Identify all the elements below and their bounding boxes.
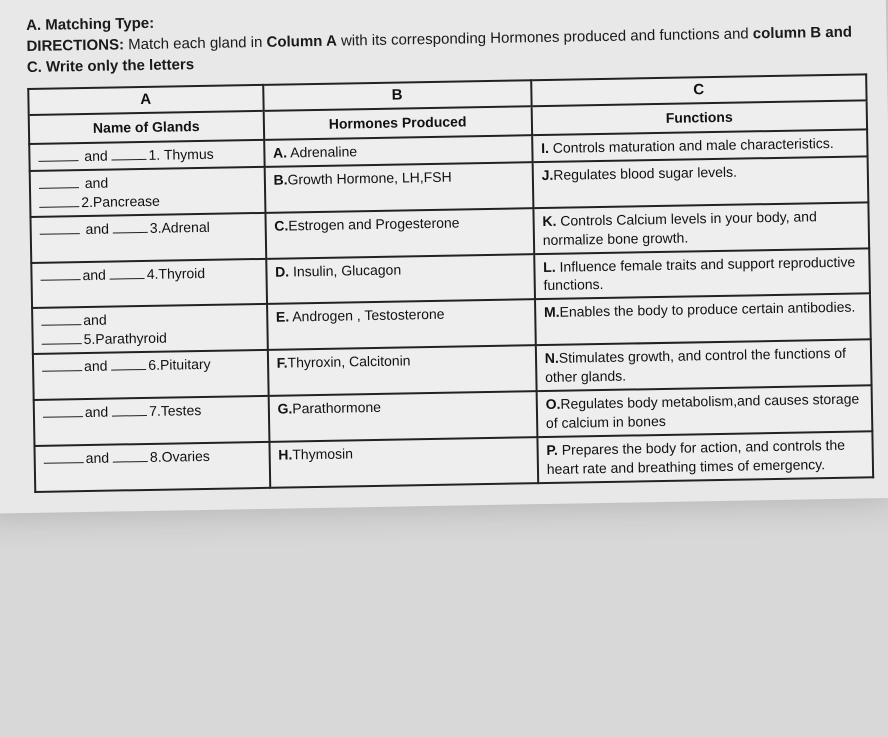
function-cell: O.Regulates body metabolism,and causes s… <box>536 385 872 437</box>
answer-blank[interactable] <box>43 405 83 418</box>
function-letter: N. <box>545 350 559 366</box>
function-cell: L. Influence female traits and support r… <box>534 248 870 300</box>
function-text: Regulates body metabolism,and causes sto… <box>546 390 860 430</box>
hormone-text: Adrenaline <box>287 143 357 160</box>
gland-name: 5.Parathyroid <box>83 330 167 347</box>
gland-name: 2.Pancrease <box>81 193 160 210</box>
answer-blank[interactable] <box>41 313 81 326</box>
hormone-cell: E. Androgen , Testosterone <box>267 300 536 350</box>
function-cell: M.Enables the body to produce certain an… <box>535 294 871 346</box>
col-a-header: A <box>28 85 263 115</box>
and-text: and <box>86 449 114 465</box>
answer-blank[interactable] <box>39 176 79 189</box>
function-cell: K. Controls Calcium levels in your body,… <box>533 202 869 254</box>
hormone-letter: A. <box>273 145 287 161</box>
hormone-letter: E. <box>276 309 290 325</box>
gland-cell: and 1. Thymus <box>29 140 264 171</box>
matching-table: A B C Name of Glands Hormones Produced F… <box>27 73 874 492</box>
head-hormones: Hormones Produced <box>263 106 532 140</box>
directions-prefix: DIRECTIONS: <box>26 36 124 55</box>
gland-cell: and 7.Testes <box>34 396 269 446</box>
gland-name: 3.Adrenal <box>150 219 210 236</box>
directions-bold-1: Column A <box>266 33 337 51</box>
hormone-cell: G.Parathormone <box>268 391 537 441</box>
function-cell: N.Stimulates growth, and control the fun… <box>536 339 872 391</box>
hormone-text: Insulin, Glucagon <box>289 261 401 279</box>
gland-name: 6.Pituitary <box>148 356 211 373</box>
gland-cell: and 4.Thyroid <box>31 258 266 308</box>
answer-blank[interactable] <box>110 267 145 280</box>
gland-cell: and 6.Pituitary <box>33 350 268 400</box>
function-letter: J. <box>541 167 553 183</box>
gland-name: 1. Thymus <box>148 146 213 163</box>
hormone-text: Thymosin <box>292 445 353 462</box>
answer-blank[interactable] <box>113 450 148 463</box>
hormone-text: Growth Hormone, LH,FSH <box>287 169 451 188</box>
function-letter: L. <box>543 258 556 274</box>
function-text: Regulates blood sugar levels. <box>553 164 737 183</box>
answer-blank[interactable] <box>40 222 80 235</box>
hormone-letter: G. <box>277 400 292 416</box>
gland-name: 4.Thyroid <box>147 265 206 282</box>
function-text: Controls Calcium levels in your body, an… <box>543 208 817 248</box>
hormone-cell: H.Thymosin <box>269 437 538 487</box>
answer-blank[interactable] <box>113 221 148 234</box>
answer-blank[interactable] <box>44 451 84 464</box>
hormone-cell: D. Insulin, Glucagon <box>266 254 535 304</box>
answer-blank[interactable] <box>112 404 147 417</box>
and-text: and <box>80 148 111 165</box>
head-glands: Name of Glands <box>29 111 264 144</box>
and-text: and <box>82 220 113 237</box>
hormone-text: Androgen , Testosterone <box>289 306 445 325</box>
hormone-text: Thyroxin, Calcitonin <box>287 353 410 371</box>
function-text: Prepares the body for action, and contro… <box>547 437 846 477</box>
gland-cell: and 2.Pancrease <box>30 167 265 217</box>
hormone-text: Estrogen and Progesterone <box>288 214 459 233</box>
and-text: and <box>84 358 112 374</box>
function-letter: O. <box>545 396 560 412</box>
gland-cell: and 5.Parathyroid <box>32 304 267 354</box>
function-text: Controls maturation and male characteris… <box>549 135 834 156</box>
answer-blank[interactable] <box>42 359 82 372</box>
and-text: and <box>81 175 109 191</box>
hormone-letter: H. <box>278 446 292 462</box>
function-cell: P. Prepares the body for action, and con… <box>537 431 873 483</box>
hormone-text: Parathormone <box>292 399 381 417</box>
function-text: Enables the body to produce certain anti… <box>559 299 855 320</box>
and-text: and <box>82 266 110 282</box>
function-text: Influence female traits and support repr… <box>543 253 855 293</box>
answer-blank[interactable] <box>39 195 79 208</box>
gland-cell: and 8.Ovaries <box>34 442 269 492</box>
function-letter: M. <box>544 304 560 320</box>
directions-part-1: Match each gland in <box>124 34 267 53</box>
hormone-letter: B. <box>273 172 287 188</box>
answer-blank[interactable] <box>111 358 146 371</box>
hormone-cell: F.Thyroxin, Calcitonin <box>267 345 536 395</box>
answer-blank[interactable] <box>38 149 78 162</box>
function-letter: K. <box>542 213 556 229</box>
gland-name: 7.Testes <box>149 402 201 419</box>
answer-blank[interactable] <box>40 268 80 281</box>
hormone-cell: C.Estrogen and Progesterone <box>265 208 534 258</box>
directions-part-2: with its corresponding Hormones produced… <box>337 25 753 49</box>
gland-name: 8.Ovaries <box>150 448 210 465</box>
answer-blank[interactable] <box>42 332 82 345</box>
hormone-letter: D. <box>275 263 289 279</box>
and-text: and <box>83 312 107 328</box>
hormone-cell: B.Growth Hormone, LH,FSH <box>264 162 533 212</box>
worksheet-page: Date: 01/10/2025 A. Matching Type: DIREC… <box>0 0 888 513</box>
answer-blank[interactable] <box>111 148 146 161</box>
hormone-letter: F. <box>277 355 288 371</box>
function-text: Stimulates growth, and control the funct… <box>545 345 846 385</box>
hormone-letter: C. <box>274 217 288 233</box>
function-cell: J.Regulates blood sugar levels. <box>532 156 868 208</box>
and-text: and <box>85 404 113 420</box>
function-letter: P. <box>546 442 558 458</box>
gland-cell: and 3.Adrenal <box>30 213 265 263</box>
